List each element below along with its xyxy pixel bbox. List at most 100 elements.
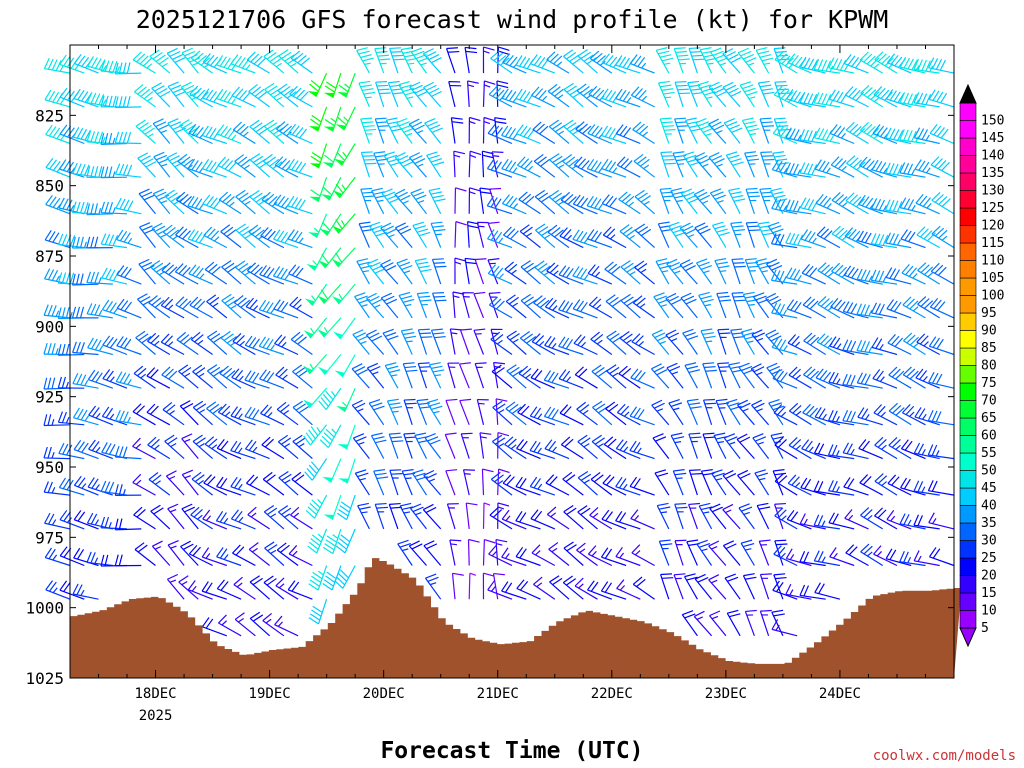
- wind-barb: [368, 399, 385, 426]
- wind-barb: [86, 303, 113, 319]
- wind-barb: [220, 330, 242, 355]
- wind-barb: [334, 143, 356, 166]
- colorbar-swatch: [959, 575, 977, 594]
- colorbar-label: 65: [981, 411, 997, 426]
- wind-barb: [167, 81, 187, 108]
- wind-barb: [773, 117, 790, 144]
- colorbar-swatch: [959, 487, 977, 506]
- wind-barb: [278, 471, 299, 496]
- wind-barb: [857, 230, 883, 249]
- wind-barb: [71, 201, 99, 215]
- wind-barb: [308, 599, 328, 625]
- wind-barb: [679, 259, 698, 285]
- wind-barb: [188, 544, 213, 567]
- wind-barb: [58, 477, 85, 496]
- wind-barb: [634, 260, 655, 285]
- wind-barb: [674, 117, 689, 144]
- wind-barb: [884, 162, 912, 178]
- wind-barb: [488, 291, 501, 319]
- wind-barb: [231, 368, 256, 389]
- wind-barb: [529, 406, 556, 426]
- x-tick-label: 23DEC: [705, 686, 747, 702]
- wind-barb: [244, 335, 270, 356]
- wind-barb: [410, 188, 427, 215]
- wind-barb: [520, 293, 541, 319]
- wind-barb: [828, 512, 855, 530]
- wind-barb: [248, 224, 270, 249]
- colorbar-label: 10: [981, 604, 997, 619]
- wind-barb: [928, 57, 955, 74]
- wind-barb: [830, 297, 855, 319]
- wind-barb: [115, 197, 142, 215]
- wind-barb: [842, 410, 869, 426]
- wind-barb: [262, 612, 285, 637]
- wind-barb: [659, 187, 675, 215]
- wind-barb: [59, 510, 85, 530]
- colorbar-label: 5: [981, 621, 989, 636]
- wind-barb: [615, 439, 641, 460]
- colorbar-label: 150: [981, 114, 1004, 129]
- wind-barb: [151, 540, 171, 566]
- wind-barb: [489, 296, 513, 319]
- wind-barb: [787, 334, 812, 356]
- wind-barb: [813, 550, 841, 567]
- wind-barb: [722, 503, 741, 530]
- wind-barb: [287, 195, 313, 215]
- wind-barb: [230, 406, 256, 426]
- colorbar-swatch: [959, 260, 977, 279]
- x-axis: 18DEC 2025 19DEC 20DEC 21DEC 22DEC 23DEC 24DEC: [69, 45, 955, 724]
- wind-barb: [504, 261, 527, 285]
- wind-barb: [799, 162, 826, 178]
- wind-barb: [424, 573, 442, 600]
- wind-barb: [884, 199, 912, 215]
- wind-barb: [73, 510, 99, 530]
- wind-barb: [487, 580, 513, 600]
- wind-barb: [917, 262, 941, 285]
- wind-barb: [516, 579, 541, 600]
- wind-barb: [375, 81, 391, 108]
- wind-barb: [759, 117, 775, 144]
- wind-barb: [899, 162, 926, 178]
- wind-barb: [201, 581, 227, 600]
- colorbar-swatch: [959, 592, 977, 611]
- wind-barb: [422, 503, 442, 530]
- wind-barb: [336, 387, 356, 413]
- wind-barb: [101, 406, 128, 426]
- wind-barb: [72, 407, 99, 426]
- wind-barb: [545, 474, 570, 496]
- wind-barb: [887, 474, 912, 496]
- wind-barb: [462, 469, 475, 496]
- wind-barb: [573, 334, 598, 356]
- wind-barb: [651, 329, 670, 355]
- wind-barb: [416, 398, 432, 426]
- wind-barb: [374, 117, 390, 144]
- wind-barb: [409, 81, 429, 108]
- colorbar-swatch: [959, 435, 977, 454]
- colorbar-label: 120: [981, 219, 1004, 234]
- wind-barb: [352, 329, 370, 355]
- wind-barb: [548, 542, 570, 566]
- wind-barb: [317, 354, 342, 375]
- wind-barb: [573, 156, 598, 178]
- wind-barb: [845, 121, 869, 145]
- wind-barb: [73, 439, 99, 460]
- wind-barb: [916, 333, 940, 356]
- wind-barb: [201, 125, 227, 145]
- wind-barb: [166, 47, 186, 74]
- wind-barb: [931, 191, 955, 215]
- wind-barb: [547, 224, 570, 249]
- wind-barb: [708, 574, 727, 600]
- wind-barb: [272, 266, 299, 285]
- wind-barb: [842, 301, 869, 319]
- wind-barb: [731, 292, 746, 319]
- wind-barb: [263, 119, 285, 144]
- wind-barb: [322, 143, 342, 168]
- wind-barb: [708, 118, 727, 144]
- wind-barb: [373, 469, 389, 496]
- wind-barb: [71, 273, 99, 286]
- wind-barb: [206, 330, 228, 355]
- wind-barb: [479, 432, 492, 459]
- wind-barb: [774, 473, 798, 496]
- wind-barb: [133, 84, 156, 108]
- wind-barb: [786, 299, 812, 319]
